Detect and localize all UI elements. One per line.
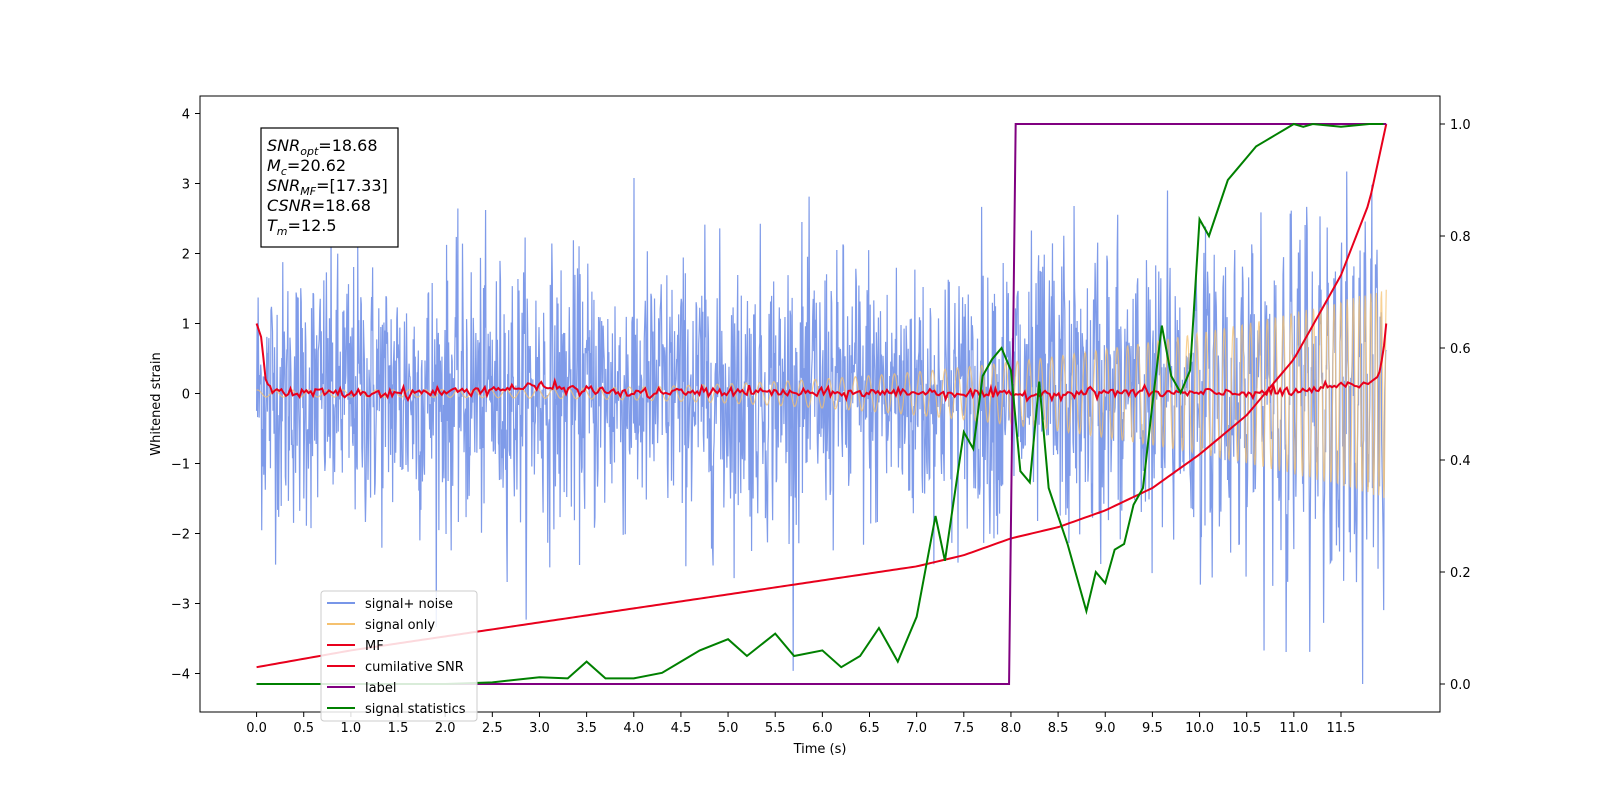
x-tick-label: 10.5 — [1232, 721, 1261, 736]
annotation-frame — [260, 127, 399, 248]
y-tick-label: −4 — [171, 668, 190, 683]
x-tick-label: 2.5 — [482, 721, 503, 736]
x-tick-label: 5.5 — [765, 721, 786, 736]
x-tick-label: 3.5 — [576, 721, 597, 736]
x-tick-label: 9.0 — [1095, 721, 1116, 736]
legend-entry: label — [365, 681, 396, 696]
legend-entry: MF — [365, 639, 384, 654]
y-tick-label: −3 — [171, 598, 190, 613]
annotation-line: Mc=20.62 — [267, 156, 346, 178]
y-axis-label: Whitened strain — [149, 352, 164, 455]
x-tick-label: 11.5 — [1327, 721, 1356, 736]
legend-entry: signal+ noise — [365, 597, 453, 612]
y2-tick-label: 0.4 — [1450, 454, 1471, 469]
y-tick-label: 3 — [182, 178, 190, 193]
x-tick-label: 8.5 — [1048, 721, 1069, 736]
annotation-line: CSNR=18.68 — [267, 196, 371, 215]
x-tick-label: 7.5 — [953, 721, 974, 736]
x-axis-label: Time (s) — [793, 742, 847, 757]
x-tick-label: 9.5 — [1142, 721, 1163, 736]
x-tick-label: 5.0 — [718, 721, 739, 736]
axes-layer: 0.0 0.5 1.0 1.5 2.0 2.5 3.0 3.5 4.0 4.5 5.0 5.5 6.0 6… — [171, 108, 1471, 737]
plot-frame — [199, 95, 1441, 713]
annotation-line: Tm=12.5 — [267, 216, 337, 238]
x-tick-label: 4.0 — [623, 721, 644, 736]
legend-frame — [320, 590, 478, 722]
x-tick-label: 0.0 — [246, 721, 267, 736]
y2-tick-label: 1.0 — [1450, 118, 1471, 133]
y2-tick-label: 0.8 — [1450, 230, 1471, 245]
y2-tick-label: 0.0 — [1450, 678, 1471, 693]
legend: signal+ noise signal only MF cumilative SNR… — [320, 590, 478, 722]
legend-entry: cumilative SNR — [365, 660, 464, 675]
x-tick-label: 10.0 — [1185, 721, 1214, 736]
x-tick-label: 6.5 — [859, 721, 880, 736]
legend-entry: signal statistics — [365, 702, 466, 717]
x-tick-label: 8.0 — [1001, 721, 1022, 736]
x-tick-label: 11.0 — [1279, 721, 1308, 736]
series-label — [256, 123, 1387, 685]
y-tick-label: 4 — [182, 108, 190, 123]
y-tick-label: 2 — [182, 248, 190, 263]
y-tick-label: 1 — [182, 318, 190, 333]
y2-tick-label: 0.2 — [1450, 566, 1471, 581]
annotation-line: SNRopt=18.68 — [267, 136, 378, 158]
y2-tick-label: 0.6 — [1450, 342, 1471, 357]
y-tick-label: −2 — [171, 528, 190, 543]
annotation-line: SNRMF=[17.33] — [267, 176, 388, 198]
x-tick-label: 1.5 — [388, 721, 409, 736]
x-tick-label: 4.5 — [671, 721, 692, 736]
x-tick-label: 3.0 — [529, 721, 550, 736]
x-tick-label: 6.0 — [812, 721, 833, 736]
series-signal-statistics — [256, 122, 1384, 685]
x-tick-label: 0.5 — [293, 721, 314, 736]
x-tick-label: 2.0 — [435, 721, 456, 736]
legend-entry: signal only — [365, 618, 435, 633]
y-tick-label: 0 — [182, 388, 190, 403]
annotation-box: SNRopt=18.68Mc=20.62SNRMF=[17.33]CSNR=18… — [260, 127, 399, 248]
series-mf — [255, 323, 1388, 403]
y-tick-label: −1 — [171, 458, 190, 473]
x-tick-label: 7.0 — [906, 721, 927, 736]
x-tick-label: 1.0 — [341, 721, 362, 736]
